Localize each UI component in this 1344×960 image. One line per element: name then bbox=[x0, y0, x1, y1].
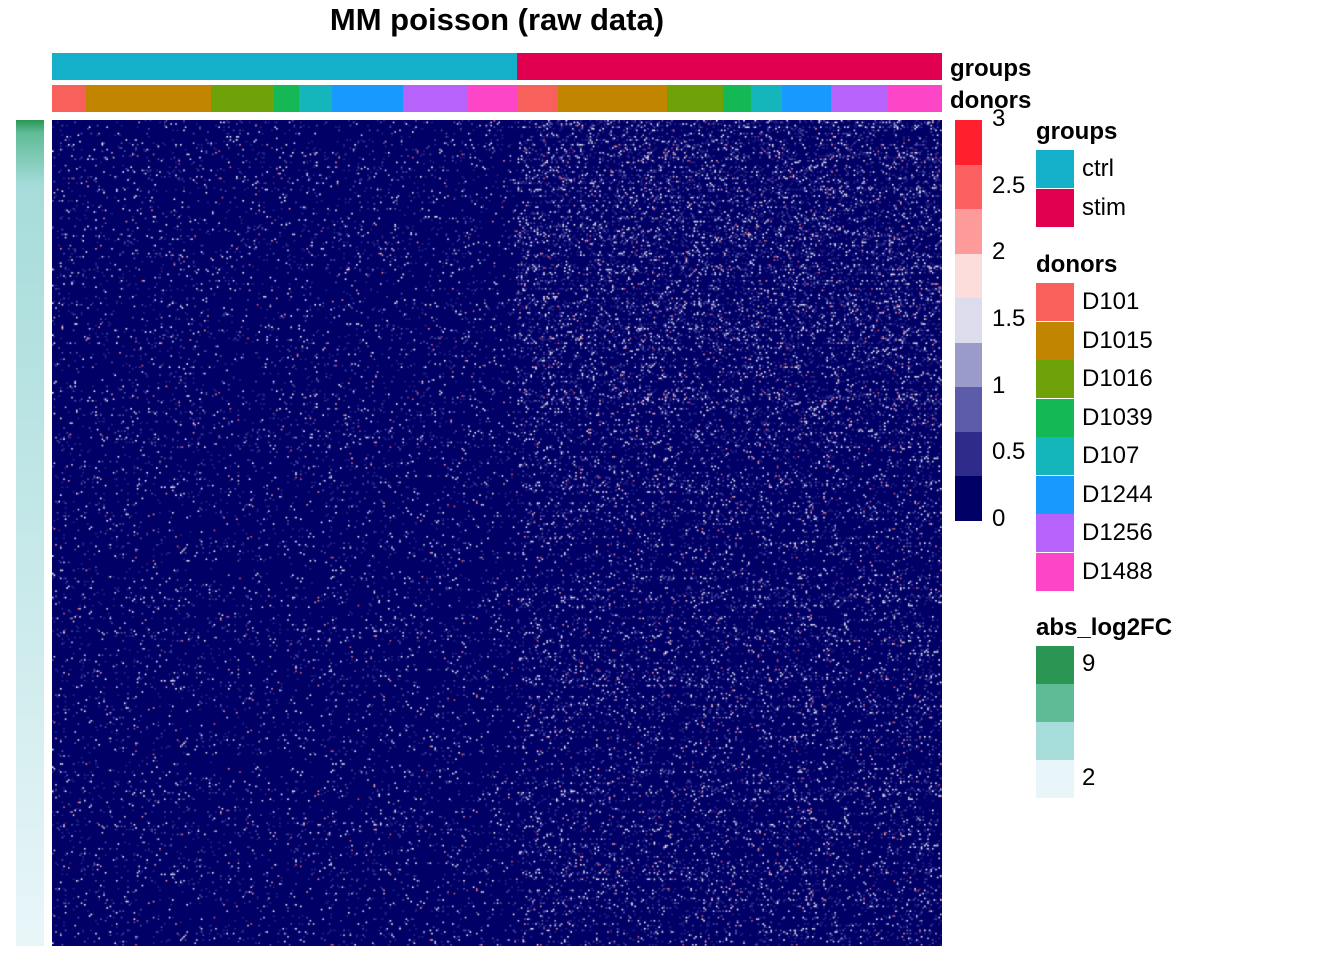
legend-groups-title: groups bbox=[1036, 118, 1118, 145]
color-key-tick-label: 2 bbox=[992, 238, 1006, 266]
donors-segment-d1244-13 bbox=[781, 85, 831, 112]
groups-track-label: groups bbox=[950, 55, 1032, 82]
donors-segment-d1015-9 bbox=[558, 85, 667, 112]
donors-legend-item-d107: D107 bbox=[1036, 437, 1139, 475]
donors-legend-label: D1244 bbox=[1082, 480, 1153, 508]
color-key-cell-3 bbox=[955, 253, 982, 298]
donors-legend-item-d1039: D1039 bbox=[1036, 398, 1153, 437]
groups-legend-swatch bbox=[1036, 150, 1074, 188]
donors-segment-d1015-1 bbox=[85, 85, 212, 112]
donors-legend-item-d1015: D1015 bbox=[1036, 321, 1153, 360]
abs-log2fc-legend-swatch-2 bbox=[1036, 722, 1074, 760]
groups-annotation-track bbox=[52, 53, 942, 80]
donors-legend-item-d1016: D1016 bbox=[1036, 360, 1153, 398]
donors-track-label: donors bbox=[950, 87, 1032, 114]
abs-log2fc-legend-swatch-3 bbox=[1036, 760, 1074, 798]
donors-segment-d101-0 bbox=[52, 85, 86, 112]
donors-legend-swatch bbox=[1036, 398, 1074, 437]
groups-legend-label: ctrl bbox=[1082, 155, 1114, 182]
donors-legend-swatch bbox=[1036, 283, 1074, 321]
heatmap-body bbox=[52, 120, 942, 946]
abs-log2fc-legend-swatch-0 bbox=[1036, 646, 1074, 684]
heatmap-color-key bbox=[955, 120, 982, 521]
abs-log2fc-row-annotation bbox=[16, 120, 44, 946]
abs-log2fc-legend-tick: 9 bbox=[1082, 650, 1096, 677]
donors-legend-label: D101 bbox=[1082, 288, 1140, 315]
donors-legend-item-d1244: D1244 bbox=[1036, 475, 1153, 514]
donors-segment-d1256-14 bbox=[830, 85, 889, 112]
donors-legend-swatch bbox=[1036, 514, 1074, 552]
donors-legend-label: D1256 bbox=[1082, 519, 1153, 546]
groups-legend-item-ctrl: ctrl bbox=[1036, 150, 1114, 188]
donors-segment-d1039-11 bbox=[722, 85, 751, 112]
donors-legend-item-d1256: D1256 bbox=[1036, 514, 1153, 552]
donors-legend-swatch bbox=[1036, 552, 1074, 591]
color-key-tick-label: 0 bbox=[992, 505, 1006, 532]
color-key-tick-label: 3 bbox=[992, 105, 1006, 132]
groups-segment-ctrl-0 bbox=[52, 53, 517, 80]
groups-segment-stim-1 bbox=[516, 53, 942, 80]
donors-legend-item-d1488: D1488 bbox=[1036, 552, 1153, 591]
donors-legend-swatch bbox=[1036, 321, 1074, 360]
color-key-tick-label: 1 bbox=[992, 371, 1006, 399]
legend-donors-title: donors bbox=[1036, 251, 1118, 278]
abs-log2fc-legend-tick: 2 bbox=[1082, 764, 1096, 791]
color-key-tick-label: 1.5 bbox=[992, 305, 1026, 332]
donors-legend-label: D1015 bbox=[1082, 326, 1153, 354]
groups-legend-swatch bbox=[1036, 188, 1074, 227]
legend-abs-log2fc-title: abs_log2FC bbox=[1036, 614, 1173, 641]
donors-legend-label: D1488 bbox=[1082, 557, 1153, 585]
donors-legend-label: D1039 bbox=[1082, 403, 1153, 431]
color-key-cell-7 bbox=[955, 431, 982, 476]
donors-segment-d1016-10 bbox=[666, 85, 723, 112]
donors-annotation-track bbox=[52, 85, 942, 112]
color-key-cell-6 bbox=[955, 387, 982, 432]
groups-legend-label: stim bbox=[1082, 193, 1126, 221]
donors-legend-item-d101: D101 bbox=[1036, 283, 1139, 321]
abs-log2fc-legend-swatch-1 bbox=[1036, 684, 1074, 722]
donors-segment-d1039-3 bbox=[274, 85, 299, 112]
color-key-cell-0 bbox=[955, 120, 982, 165]
donors-segment-d1016-2 bbox=[211, 85, 275, 112]
donors-segment-d107-12 bbox=[750, 85, 782, 112]
donors-segment-d1488-7 bbox=[467, 85, 518, 112]
color-key-cell-1 bbox=[955, 164, 982, 209]
color-key-tick-label: 0.5 bbox=[992, 438, 1026, 466]
color-key-cell-2 bbox=[955, 209, 982, 254]
donors-segment-d1244-5 bbox=[332, 85, 403, 112]
donors-legend-swatch bbox=[1036, 475, 1074, 514]
groups-legend-item-stim: stim bbox=[1036, 188, 1126, 227]
donors-legend-swatch bbox=[1036, 437, 1074, 475]
color-key-cell-4 bbox=[955, 298, 982, 343]
color-key-tick-label: 2.5 bbox=[992, 171, 1026, 199]
donors-segment-d107-4 bbox=[298, 85, 333, 112]
donors-segment-d101-8 bbox=[517, 85, 559, 112]
color-key-cell-5 bbox=[955, 342, 982, 387]
donors-legend-label: D107 bbox=[1082, 442, 1140, 469]
donors-legend-label: D1016 bbox=[1082, 365, 1153, 392]
donors-segment-d1256-6 bbox=[402, 85, 468, 112]
donors-legend-swatch bbox=[1036, 360, 1074, 398]
donors-segment-d1488-15 bbox=[888, 85, 942, 112]
chart-title: MM poisson (raw data) bbox=[329, 2, 665, 37]
color-key-cell-8 bbox=[955, 476, 982, 521]
